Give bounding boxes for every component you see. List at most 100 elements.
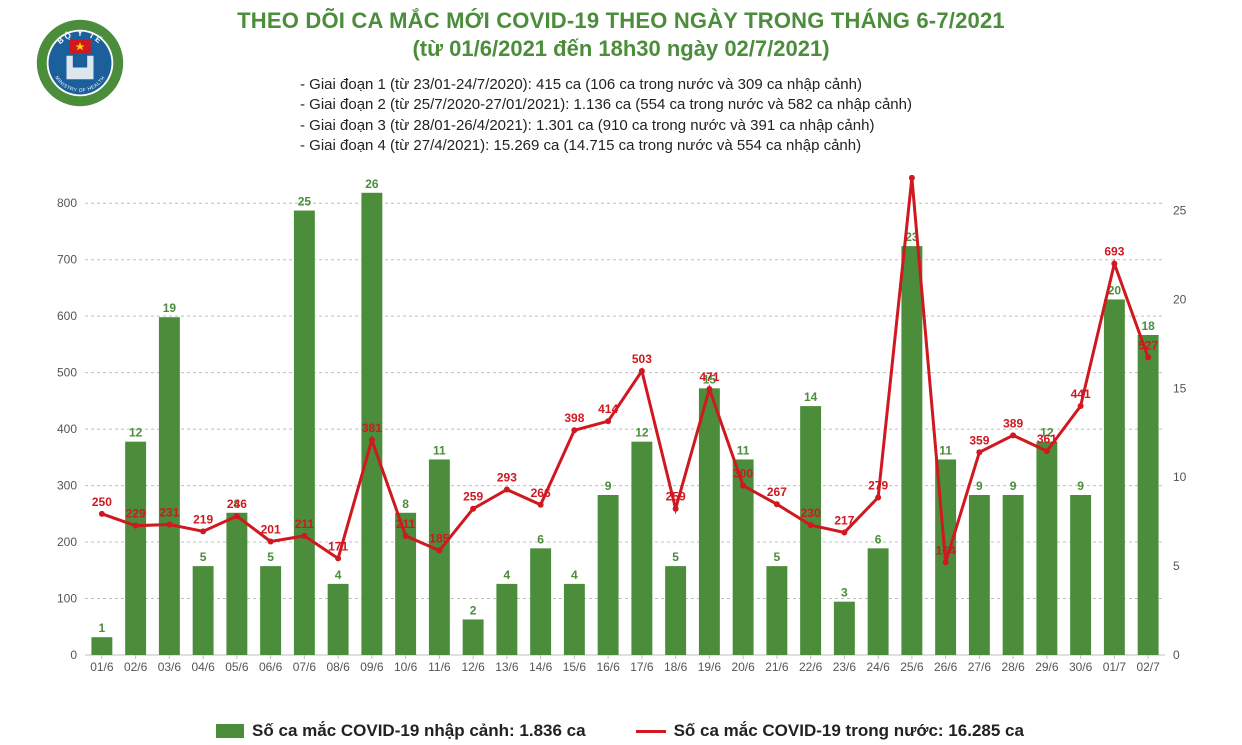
svg-text:13/6: 13/6: [495, 660, 519, 674]
svg-text:414: 414: [598, 402, 618, 416]
svg-text:02/7: 02/7: [1136, 660, 1160, 674]
svg-text:11: 11: [939, 443, 952, 457]
svg-text:164: 164: [936, 543, 956, 557]
svg-text:503: 503: [632, 352, 652, 366]
svg-text:8: 8: [402, 497, 409, 511]
svg-text:5: 5: [200, 550, 207, 564]
svg-text:9: 9: [1010, 479, 1017, 493]
svg-text:16/6: 16/6: [596, 660, 620, 674]
svg-text:231: 231: [159, 506, 179, 520]
svg-text:500: 500: [57, 366, 77, 380]
chart-titles: THEO DÕI CA MẮC MỚI COVID-19 THEO NGÀY T…: [0, 8, 1242, 62]
svg-text:200: 200: [57, 535, 77, 549]
svg-text:14: 14: [804, 390, 818, 404]
svg-text:300: 300: [733, 467, 753, 481]
line-swatch-icon: [636, 730, 666, 733]
svg-text:01/7: 01/7: [1103, 660, 1127, 674]
svg-text:07/6: 07/6: [293, 660, 317, 674]
svg-text:381: 381: [362, 421, 382, 435]
svg-text:11: 11: [737, 443, 750, 457]
svg-text:15: 15: [1173, 381, 1187, 395]
legend-bars-label: Số ca mắc COVID-19 nhập cảnh: 1.836 ca: [252, 721, 586, 741]
bar-swatch-icon: [216, 724, 244, 738]
svg-text:18: 18: [1141, 319, 1155, 333]
svg-text:12: 12: [635, 426, 649, 440]
svg-text:25: 25: [298, 195, 312, 209]
svg-text:259: 259: [463, 490, 483, 504]
svg-text:361: 361: [1037, 432, 1057, 446]
svg-text:250: 250: [92, 495, 112, 509]
svg-text:100: 100: [57, 592, 77, 606]
legend-line-label: Số ca mắc COVID-19 trong nước: 16.285 ca: [674, 721, 1024, 741]
svg-text:27/6: 27/6: [968, 660, 992, 674]
svg-text:05/6: 05/6: [225, 660, 249, 674]
svg-text:359: 359: [969, 433, 989, 447]
svg-text:230: 230: [801, 506, 821, 520]
note-line: - Giai đoạn 4 (từ 27/4/2021): 15.269 ca …: [300, 136, 912, 156]
svg-text:4: 4: [335, 568, 342, 582]
svg-text:2: 2: [470, 603, 477, 617]
svg-text:02/6: 02/6: [124, 660, 148, 674]
svg-text:11: 11: [433, 443, 446, 457]
svg-text:19: 19: [163, 301, 177, 315]
svg-text:11/6: 11/6: [428, 660, 451, 674]
svg-text:6: 6: [875, 532, 882, 546]
svg-text:20: 20: [1173, 292, 1187, 306]
svg-text:15/6: 15/6: [563, 660, 587, 674]
svg-text:185: 185: [429, 532, 449, 546]
svg-text:22/6: 22/6: [799, 660, 823, 674]
svg-text:06/6: 06/6: [259, 660, 283, 674]
svg-text:267: 267: [767, 485, 787, 499]
svg-text:12: 12: [129, 426, 143, 440]
svg-text:28/6: 28/6: [1001, 660, 1025, 674]
svg-text:389: 389: [1003, 416, 1023, 430]
svg-text:527: 527: [1138, 338, 1158, 352]
title-line-1: THEO DÕI CA MẮC MỚI COVID-19 THEO NGÀY T…: [0, 8, 1242, 34]
svg-text:211: 211: [396, 517, 416, 531]
svg-text:229: 229: [126, 507, 146, 521]
svg-text:25: 25: [1173, 204, 1187, 218]
svg-text:300: 300: [57, 479, 77, 493]
svg-text:3: 3: [841, 586, 848, 600]
svg-text:201: 201: [261, 522, 281, 536]
svg-text:0: 0: [70, 648, 77, 662]
svg-text:700: 700: [57, 253, 77, 267]
svg-text:1: 1: [99, 621, 106, 635]
svg-text:211: 211: [295, 517, 315, 531]
svg-text:04/6: 04/6: [191, 660, 215, 674]
svg-text:5: 5: [267, 550, 274, 564]
svg-text:19/6: 19/6: [698, 660, 722, 674]
title-line-2: (từ 01/6/2021 đến 18h30 ngày 02/7/2021): [0, 36, 1242, 62]
svg-text:14/6: 14/6: [529, 660, 553, 674]
svg-text:9: 9: [976, 479, 983, 493]
svg-text:29/6: 29/6: [1035, 660, 1059, 674]
svg-text:693: 693: [1104, 245, 1124, 259]
svg-text:08/6: 08/6: [326, 660, 350, 674]
chart-container: BỘ Y TẾ MINISTRY OF HEALTH THEO DÕI CA M…: [0, 0, 1242, 742]
svg-text:9: 9: [1077, 479, 1084, 493]
svg-text:30/6: 30/6: [1069, 660, 1093, 674]
svg-text:09/6: 09/6: [360, 660, 384, 674]
svg-text:471: 471: [699, 370, 719, 384]
legend-bars: Số ca mắc COVID-19 nhập cảnh: 1.836 ca: [216, 721, 586, 741]
svg-text:800: 800: [57, 196, 77, 210]
svg-text:246: 246: [227, 497, 247, 511]
svg-text:441: 441: [1071, 387, 1091, 401]
svg-text:0: 0: [1173, 648, 1180, 662]
svg-text:4: 4: [504, 568, 511, 582]
svg-text:23/6: 23/6: [833, 660, 857, 674]
svg-text:9: 9: [605, 479, 612, 493]
svg-text:293: 293: [497, 471, 517, 485]
svg-text:259: 259: [666, 490, 686, 504]
chart-svg: 01002003004005006007008000510152025101/6…: [30, 175, 1210, 695]
svg-text:5: 5: [1173, 559, 1180, 573]
svg-text:21/6: 21/6: [765, 660, 789, 674]
svg-text:398: 398: [564, 411, 584, 425]
svg-text:17/6: 17/6: [630, 660, 654, 674]
svg-text:10/6: 10/6: [394, 660, 418, 674]
svg-text:600: 600: [57, 309, 77, 323]
note-line: - Giai đoạn 1 (từ 23/01-24/7/2020): 415 …: [300, 75, 912, 95]
note-line: - Giai đoạn 3 (từ 28/01-26/4/2021): 1.30…: [300, 116, 912, 136]
svg-text:4: 4: [571, 568, 578, 582]
svg-text:5: 5: [672, 550, 679, 564]
